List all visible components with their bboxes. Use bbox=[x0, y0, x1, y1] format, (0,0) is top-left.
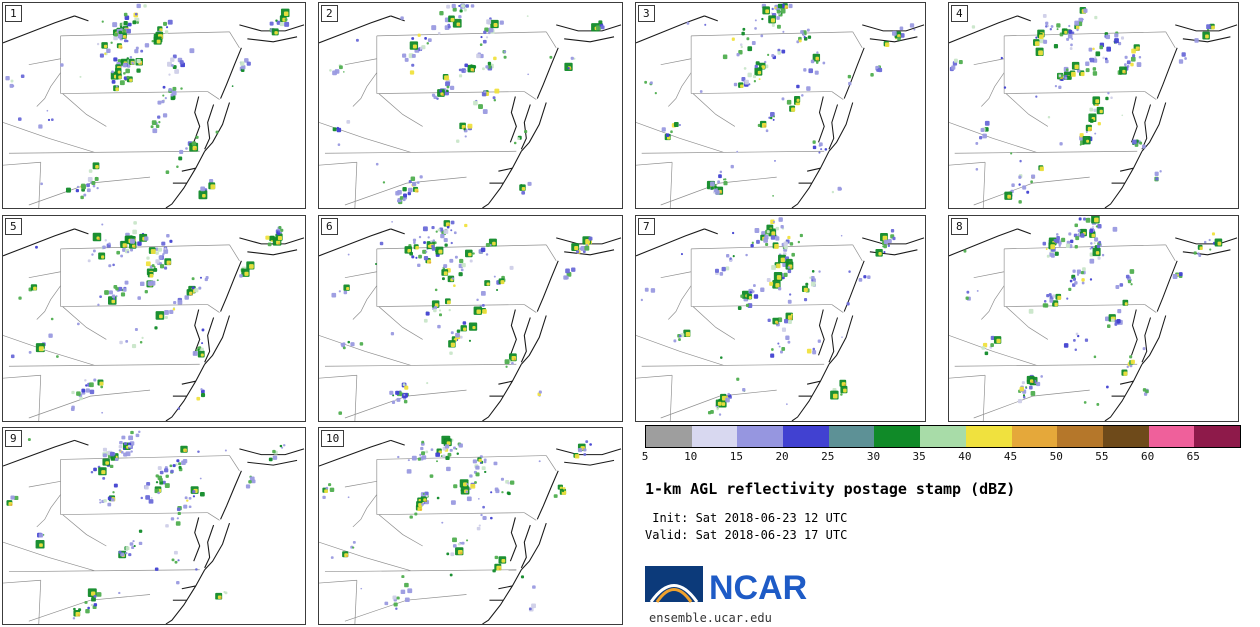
colorbar-tick-label: 50 bbox=[1049, 450, 1063, 463]
colorbar-tick-label: 55 bbox=[1095, 450, 1109, 463]
logo-arc-white bbox=[649, 584, 699, 603]
site-url: ensemble.ucar.edu bbox=[649, 611, 772, 625]
colorbar-tick-label: 15 bbox=[729, 450, 743, 463]
state-borders bbox=[636, 244, 863, 421]
colorbar-tick-label: 45 bbox=[1003, 450, 1018, 463]
panel-number-label: 6 bbox=[321, 218, 338, 235]
member-panel-10: 10 bbox=[318, 427, 623, 625]
radar-echoes bbox=[949, 6, 1215, 204]
member-map bbox=[319, 220, 622, 421]
state-borders bbox=[319, 455, 557, 624]
colorbar-segment bbox=[1011, 426, 1058, 447]
coastline bbox=[319, 15, 622, 208]
colorbar-tick-label: 60 bbox=[1140, 450, 1155, 463]
state-borders bbox=[636, 31, 863, 208]
member-map bbox=[3, 430, 305, 624]
coastline bbox=[319, 439, 622, 624]
panel-number-label: 3 bbox=[638, 5, 655, 22]
figure-title: 1-km AGL reflectivity postage stamp (dBZ… bbox=[645, 480, 1016, 498]
radar-echoes bbox=[644, 3, 916, 197]
member-panel-6: 6 bbox=[318, 215, 623, 422]
state-borders bbox=[949, 244, 1176, 421]
state-borders bbox=[3, 455, 240, 624]
colorbar-segment bbox=[965, 426, 1012, 447]
init-valid-times: Init: Sat 2018-06-23 12 UTC Valid: Sat 2… bbox=[645, 510, 1241, 544]
valid-time: Valid: Sat 2018-06-23 17 UTC bbox=[645, 528, 848, 542]
coastline bbox=[3, 439, 305, 624]
colorbar-segment bbox=[1057, 426, 1103, 447]
panel-number-label: 8 bbox=[951, 218, 968, 235]
coastline bbox=[3, 15, 305, 208]
colorbar-tick-label: 5 bbox=[641, 450, 649, 463]
state-borders bbox=[319, 244, 557, 421]
colorbar-segment bbox=[737, 426, 784, 447]
colorbar-segment bbox=[646, 426, 692, 447]
panel-number-label: 4 bbox=[951, 5, 968, 22]
member-map bbox=[319, 3, 622, 208]
member-panel-1: 1 bbox=[2, 2, 306, 209]
colorbar-segment bbox=[828, 426, 875, 447]
colorbar-tick-label: 30 bbox=[866, 450, 881, 463]
radar-echoes bbox=[640, 217, 896, 416]
coastline bbox=[636, 15, 925, 208]
coastline bbox=[949, 15, 1238, 208]
member-map bbox=[636, 217, 925, 421]
coastline bbox=[319, 228, 622, 421]
member-panel-2: 2 bbox=[318, 2, 623, 209]
colorbar-tick-label: 65 bbox=[1186, 450, 1200, 463]
member-map bbox=[319, 435, 622, 624]
colorbar-tick-labels: 5 10 15 20 25 30 35 40 45 50 55 60 65 bbox=[641, 448, 1241, 464]
panel-number-label: 5 bbox=[5, 218, 22, 235]
colorbar-tick-label: 10 bbox=[684, 450, 698, 463]
radar-echoes bbox=[6, 430, 286, 620]
coastline bbox=[3, 228, 305, 421]
panel-number-label: 1 bbox=[5, 5, 22, 22]
colorbar-tick-label: 25 bbox=[821, 450, 835, 463]
colorbar-segment bbox=[1194, 426, 1240, 447]
radar-echoes bbox=[10, 221, 284, 414]
radar-echoes bbox=[963, 216, 1223, 406]
colorbar-segment bbox=[783, 426, 829, 447]
member-panel-4: 4 bbox=[948, 2, 1239, 209]
panel-number-label: 7 bbox=[638, 218, 655, 235]
colorbar-segment bbox=[874, 426, 921, 447]
logo-arc-orange bbox=[655, 588, 693, 603]
state-borders bbox=[3, 244, 240, 421]
member-map bbox=[636, 3, 925, 208]
member-panel-7: 7 bbox=[635, 215, 926, 422]
member-map bbox=[949, 6, 1238, 208]
init-time: Init: Sat 2018-06-23 12 UTC bbox=[645, 511, 848, 525]
member-panel-3: 3 bbox=[635, 2, 926, 209]
panel-number-label: 9 bbox=[5, 430, 22, 447]
ncar-wordmark: NCAR bbox=[709, 569, 807, 607]
colorbar-tick-label: 20 bbox=[775, 450, 789, 463]
member-map bbox=[3, 221, 305, 421]
colorbar-tick-label: 35 bbox=[912, 450, 926, 463]
member-map bbox=[3, 3, 305, 208]
member-panel-8: 8 bbox=[948, 215, 1239, 422]
state-borders bbox=[949, 31, 1176, 208]
state-borders bbox=[319, 31, 557, 208]
radar-echoes bbox=[331, 220, 593, 415]
colorbar-segment bbox=[1102, 426, 1149, 447]
radar-echoes bbox=[5, 3, 290, 200]
colorbar-tick-label: 40 bbox=[958, 450, 972, 463]
colorbar-segment bbox=[1148, 426, 1195, 447]
radar-echoes bbox=[329, 3, 605, 205]
colorbar-segment bbox=[920, 426, 966, 447]
member-panel-5: 5 bbox=[2, 215, 306, 422]
legend-area: 5 10 15 20 25 30 35 40 45 50 55 60 65 1-km AGL refle… bbox=[641, 425, 1241, 627]
panel-number-label: 10 bbox=[321, 430, 345, 447]
colorbar-segment bbox=[691, 426, 738, 447]
state-borders bbox=[3, 31, 240, 208]
radar-echoes bbox=[322, 435, 592, 612]
panel-number-label: 2 bbox=[321, 5, 338, 22]
reflectivity-colorbar bbox=[645, 425, 1241, 448]
coastline bbox=[949, 228, 1238, 421]
ncar-logo: NCAR bbox=[645, 561, 825, 611]
member-map bbox=[949, 216, 1238, 421]
member-panel-9: 9 bbox=[2, 427, 306, 625]
